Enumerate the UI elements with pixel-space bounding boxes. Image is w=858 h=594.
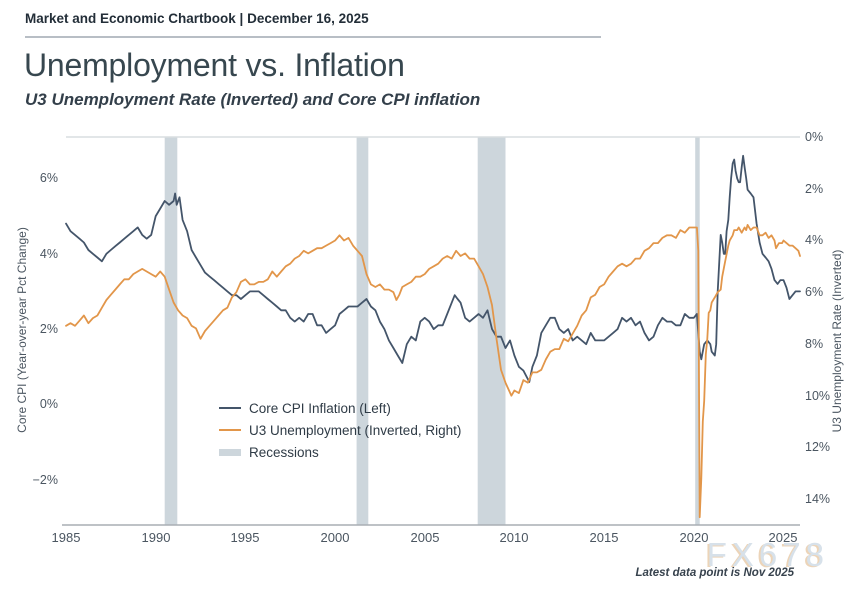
x-tick-label: 1990 <box>141 530 171 545</box>
right-tick-label: 4% <box>805 233 824 247</box>
legend-item-core-cpi: Core CPI Inflation (Left) <box>219 397 461 419</box>
right-tick-label: 8% <box>805 337 824 351</box>
fx678-watermark: FX678 <box>706 536 829 573</box>
right-tick-label: 12% <box>805 440 831 454</box>
legend-label: Core CPI Inflation (Left) <box>249 400 391 416</box>
right-tick-label: 6% <box>805 285 824 299</box>
chart-legend: Core CPI Inflation (Left) U3 Unemploymen… <box>219 397 461 463</box>
left-tick-label: 6% <box>39 171 58 185</box>
x-tick-label: 2005 <box>410 530 440 545</box>
right-tick-label: 10% <box>805 389 831 403</box>
right-tick-label: 14% <box>805 492 831 506</box>
x-tick-label: 2020 <box>679 530 709 545</box>
left-tick-label: 0% <box>39 397 58 411</box>
right-tick-label: 2% <box>805 182 824 196</box>
series-line-core-cpi <box>65 154 801 383</box>
x-tick-label: 2000 <box>320 530 350 545</box>
x-tick-label: 2025 <box>768 530 798 545</box>
left-axis-title: Core CPI (Year-over-year Pct Change) <box>15 227 29 433</box>
left-tick-label: −2% <box>32 473 58 487</box>
core-cpi-line-swatch <box>219 406 241 410</box>
header-divider <box>25 36 601 38</box>
recession-band <box>477 137 506 525</box>
legend-item-recessions: Recessions <box>219 441 461 463</box>
page-title: Unemployment vs. Inflation <box>24 47 405 83</box>
x-tick-label: 1995 <box>230 530 260 545</box>
right-tick-label: 0% <box>805 130 824 144</box>
x-tick-label: 2010 <box>499 530 529 545</box>
recession-band-swatch <box>219 448 241 456</box>
left-tick-label: 4% <box>39 247 58 261</box>
x-tick-label: 1985 <box>51 530 81 545</box>
recession-band <box>356 137 369 525</box>
left-tick-label: 2% <box>39 322 58 336</box>
legend-label: U3 Unemployment (Inverted, Right) <box>249 422 462 438</box>
recession-band <box>164 137 178 525</box>
series-line-u3-unemployment <box>65 223 801 519</box>
legend-label: Recessions <box>249 444 319 460</box>
latest-data-caption: Latest data point is Nov 2025 <box>635 567 795 579</box>
page-subtitle: U3 Unemployment Rate (Inverted) and Core… <box>25 90 481 109</box>
chartbook-header: Market and Economic Chartbook | December… <box>25 11 369 26</box>
x-tick-label: 2015 <box>589 530 619 545</box>
legend-item-u3-unemployment: U3 Unemployment (Inverted, Right) <box>219 419 461 441</box>
right-axis-title: U3 Unemployment Rate (Inverted) <box>830 249 844 433</box>
u3-unemployment-line-swatch <box>219 428 241 432</box>
